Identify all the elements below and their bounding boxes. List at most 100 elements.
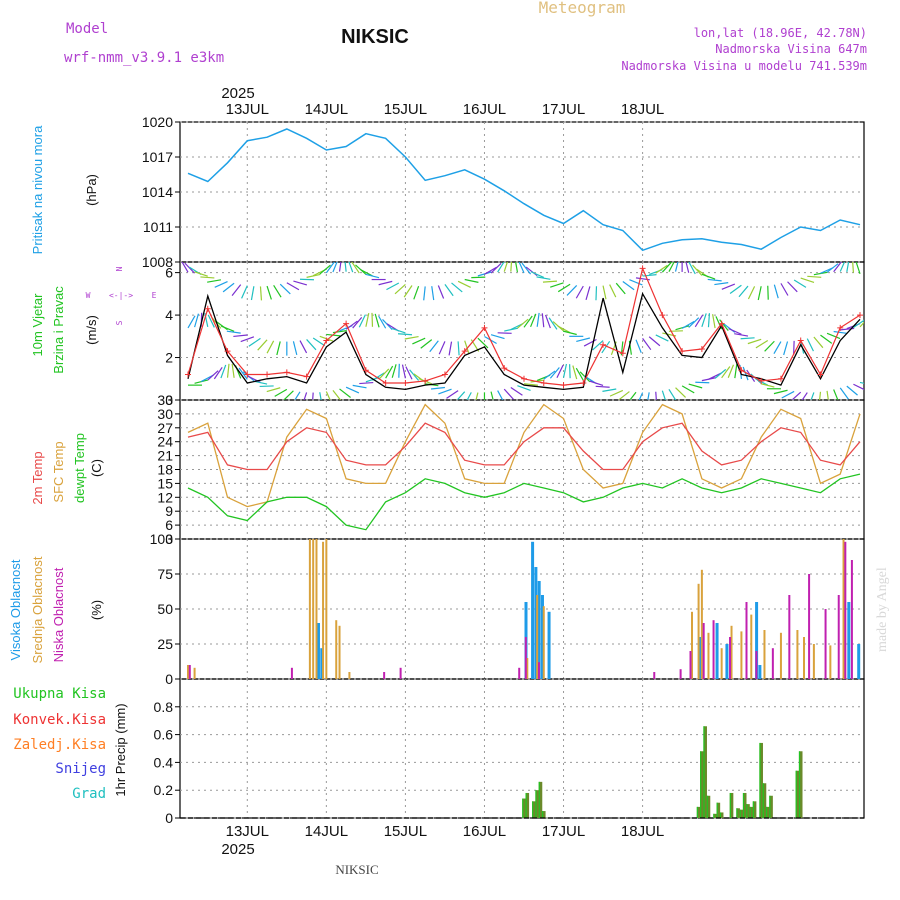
wind-arrow [773,389,788,395]
cloud-bar [712,620,715,679]
cloud-bar [187,665,189,679]
wind-arrow [833,389,839,400]
wind-arrow [780,283,789,296]
wind-arrow [618,391,630,400]
y-tick-label: 0 [165,392,173,408]
precip-bar-total [795,770,797,818]
wind-arrow [557,325,571,334]
gust-marker [857,312,863,319]
precip-bar-total [746,804,748,818]
wind-title-2: Brzina i Pravac [51,286,66,374]
wind-arrow [813,336,824,349]
precip-bar-total [522,798,524,818]
precip-bar-total [525,792,527,818]
cloud-bar [524,637,527,679]
wind-arrow [446,390,459,399]
wind-arrow [576,337,591,342]
wind-arrow [404,335,419,340]
wind-arrow [622,281,635,291]
wind-arrow [707,278,722,282]
wind-arrow [589,380,604,387]
y-tick-label: 100 [150,531,174,547]
wind-arrow [517,385,531,391]
wind-arrow [286,282,300,291]
cloud-bar [755,602,759,679]
bottom-date-label: 13JUL [226,823,269,840]
precip-bar-total [719,812,722,818]
precip-bar-total [798,751,801,818]
sfc-temp-line [187,403,861,508]
wind-arrow [668,389,677,400]
precip-bar [746,804,750,818]
precip-bar [795,770,800,818]
wind-arrow [456,391,466,400]
top-date-label: 15JUL [384,101,427,118]
wind-arrow [386,282,400,291]
wind-arrow [602,285,607,300]
wind-arrow [602,388,617,392]
y-tick-label: 0 [165,671,173,687]
wind-arrow [781,390,795,399]
cloud-bar [537,581,541,679]
gust-marker [402,380,409,387]
legend-total-rain: Ukupna Kisa [13,686,106,702]
gust-marker [501,365,508,372]
wind-arrow [475,392,479,400]
gust-marker [758,377,765,384]
dew-title: dewpt Temp [72,433,87,503]
wind-arrow [299,340,308,354]
precip-bar-total [703,726,705,818]
wind-arrow [515,262,519,273]
y-tick-label: 27 [157,420,173,436]
sfc-title: SFC Temp [51,441,66,502]
wind-arrow [846,262,850,272]
top-date-label: 17JUL [542,101,585,118]
cloud-bar [320,648,324,679]
gust-marker [382,380,389,387]
wind-arrow [332,262,338,273]
precip-bar [729,792,734,818]
cloud-bar [338,625,341,679]
wind-arrow [557,283,571,293]
y-tick-label: 75 [157,566,173,582]
wind-arrow [859,321,864,328]
wind-arrow [541,313,545,328]
wind-arrow [238,367,248,380]
wind-arrow [721,283,736,290]
cloud-bar [755,651,758,679]
legend-frz-rain: Zaledj.Kisa [13,737,106,753]
cloud-bar [702,623,705,679]
wind-arrow [259,286,263,301]
gust-marker [323,337,330,344]
footer-station: NIKSIC [335,862,378,877]
cloud-bar [740,631,743,679]
gust-marker [817,371,824,378]
t2m-title: 2m Temp [30,451,45,504]
precip-bar [742,792,747,818]
wind-arrow [403,285,413,298]
precip-bar-total [729,792,731,818]
cloud-bar [715,623,719,679]
wind-arrow [222,282,235,293]
wind-arrow [675,387,687,398]
wind-arrow [207,314,215,328]
wind-arrow [661,262,673,273]
precip-bar-total [541,811,544,818]
chart-kind-title: Meteogram [539,0,626,17]
wind-arrow [457,341,460,356]
precip-bar [522,798,526,818]
wind-arrow [542,280,557,283]
wind-arrow [194,313,200,328]
wind-arrow [629,391,637,400]
gust-marker [580,380,587,387]
wind-arrow [365,273,380,279]
wind-arrow [352,384,367,389]
precip-bar-total [739,809,741,818]
wind-arrow [635,339,642,353]
wind-arrow [728,328,742,335]
wind-arrow [412,337,426,345]
wind-arrow [727,364,735,378]
wind-arrow [490,391,494,400]
bottom-date-label: 16JUL [463,823,506,840]
cloud-bar [779,632,782,679]
